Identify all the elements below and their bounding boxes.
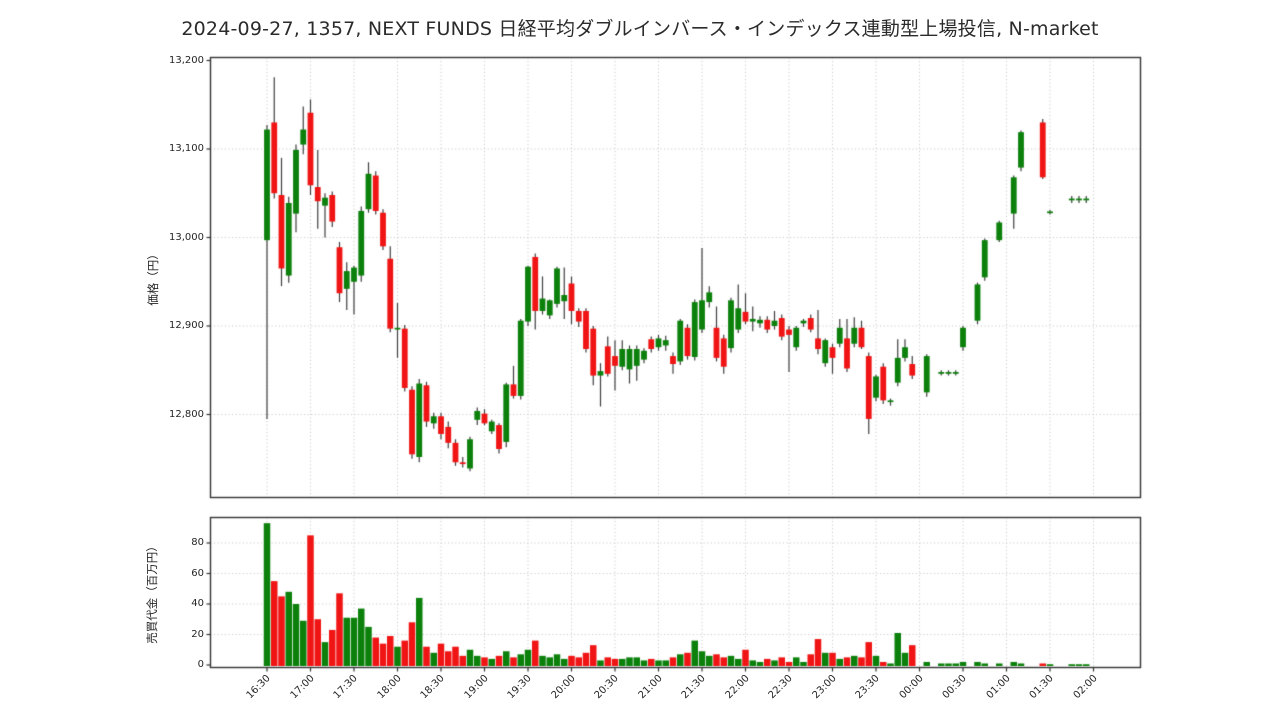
- price-y-tick: 13,200: [169, 54, 204, 66]
- volume-y-tick: 20: [191, 628, 204, 640]
- chart-title: 2024-09-27, 1357, NEXT FUNDS 日経平均ダブルインバー…: [181, 18, 1099, 40]
- price-y-tick: 12,900: [169, 320, 204, 331]
- volume-y-tick: 60: [191, 567, 204, 579]
- volume-y-tick: 80: [191, 537, 204, 548]
- volume-y-tick: 40: [191, 598, 204, 609]
- price-y-tick: 12,800: [169, 408, 204, 420]
- volume-y-tick: 0: [197, 659, 204, 670]
- price-y-tick: 13,100: [169, 143, 204, 154]
- price-y-tick: 13,000: [169, 231, 204, 243]
- price-y-axis-label: 価格（円）: [146, 248, 160, 306]
